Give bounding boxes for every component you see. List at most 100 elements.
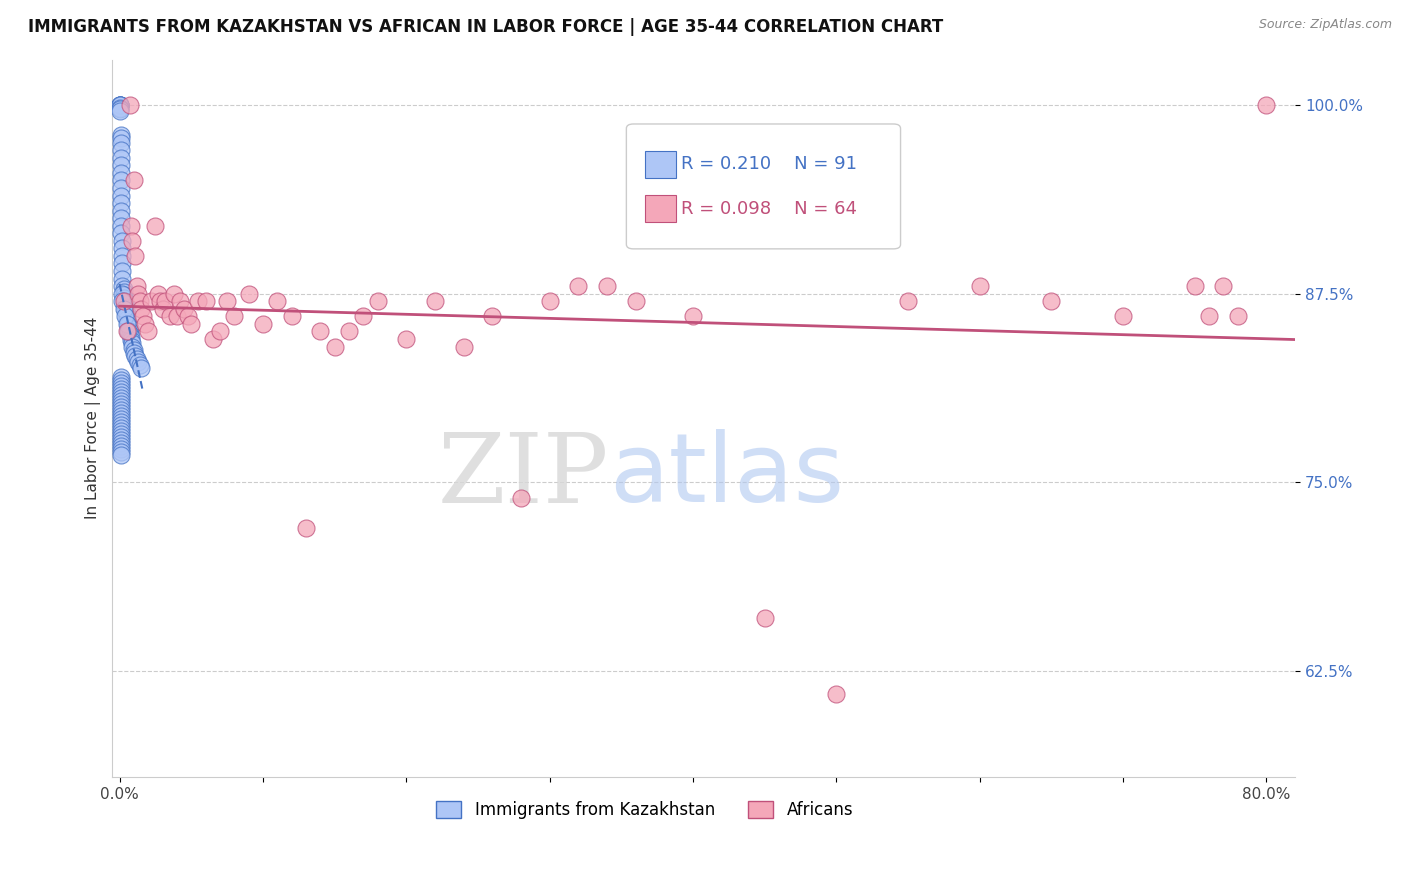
Point <box>155 294 177 309</box>
Point <box>110 151 132 165</box>
Point <box>145 219 167 233</box>
Point <box>395 332 418 346</box>
Text: R = 0.098    N = 64: R = 0.098 N = 64 <box>682 200 858 218</box>
Point <box>110 388 132 402</box>
Point <box>122 173 145 187</box>
Point <box>177 310 200 324</box>
Point <box>596 279 619 293</box>
Point <box>114 310 136 324</box>
Point <box>682 310 704 324</box>
Point <box>110 369 132 384</box>
Text: ZIP: ZIP <box>437 429 609 523</box>
Point <box>125 351 148 366</box>
Point <box>128 358 150 372</box>
Point <box>117 325 139 339</box>
Point <box>117 315 139 329</box>
Point <box>118 325 141 339</box>
Point <box>180 317 202 331</box>
Point <box>111 256 134 270</box>
Point <box>110 445 132 459</box>
Point <box>266 294 288 309</box>
Point <box>110 103 132 118</box>
Point <box>280 310 302 324</box>
Point <box>194 294 217 309</box>
Point <box>121 339 143 353</box>
Point <box>110 98 132 112</box>
Point <box>110 436 132 450</box>
Point <box>112 282 135 296</box>
Point <box>897 294 920 309</box>
Point <box>120 334 142 348</box>
Point <box>120 330 142 344</box>
Point <box>208 325 231 339</box>
Point <box>121 234 143 248</box>
Legend: Immigrants from Kazakhstan, Africans: Immigrants from Kazakhstan, Africans <box>430 795 859 826</box>
Point <box>112 301 135 316</box>
Point <box>115 310 138 324</box>
Point <box>110 103 132 117</box>
Point <box>111 294 134 309</box>
Point <box>122 343 145 357</box>
Point <box>110 98 132 112</box>
Point <box>110 181 132 195</box>
Point <box>110 98 132 112</box>
Point <box>169 294 191 309</box>
Point <box>110 166 132 180</box>
Point <box>110 417 132 432</box>
Point <box>323 339 346 353</box>
Point <box>110 391 132 405</box>
Point <box>111 279 134 293</box>
Point <box>110 136 132 150</box>
Point <box>510 491 533 505</box>
Point <box>337 325 360 339</box>
Point <box>129 360 152 375</box>
Point <box>114 294 136 309</box>
Point <box>149 294 172 309</box>
Point <box>224 310 246 324</box>
Point <box>252 317 274 331</box>
Point <box>131 310 153 324</box>
Point <box>110 421 132 435</box>
Point <box>159 310 181 324</box>
Point <box>110 219 132 233</box>
Point <box>110 203 132 218</box>
Point <box>110 448 132 462</box>
Point <box>112 294 135 309</box>
Point <box>114 303 136 318</box>
Point <box>367 294 389 309</box>
Point <box>111 241 134 255</box>
Point <box>1256 98 1278 112</box>
Text: atlas: atlas <box>609 429 844 522</box>
Point <box>825 687 848 701</box>
Point <box>110 424 132 438</box>
Point <box>295 521 318 535</box>
Point <box>111 271 134 285</box>
Point <box>110 376 132 390</box>
Point <box>201 332 224 346</box>
Point <box>754 611 776 625</box>
Point <box>110 143 132 157</box>
Point <box>187 294 209 309</box>
Point <box>112 291 135 305</box>
Text: Source: ZipAtlas.com: Source: ZipAtlas.com <box>1258 18 1392 31</box>
Point <box>112 288 135 302</box>
Point <box>125 279 148 293</box>
Point <box>110 378 132 392</box>
Point <box>115 325 138 339</box>
Point <box>118 98 141 112</box>
Point <box>117 318 139 333</box>
Point <box>127 354 149 368</box>
Point <box>166 310 188 324</box>
Point <box>1040 294 1063 309</box>
Point <box>110 393 132 408</box>
Point <box>217 294 239 309</box>
Point <box>110 415 132 429</box>
Point <box>124 349 146 363</box>
Point <box>969 279 991 293</box>
Point <box>110 128 132 142</box>
Point <box>110 403 132 417</box>
Point <box>1184 279 1206 293</box>
Point <box>129 301 152 316</box>
Point <box>110 196 132 211</box>
Point <box>110 433 132 447</box>
